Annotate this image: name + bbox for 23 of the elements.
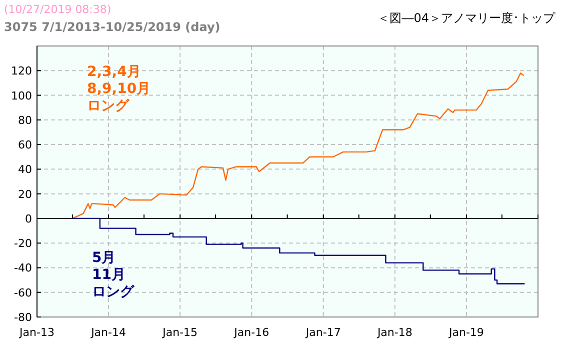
chart-subtitle: 3075 7/1/2013-10/25/2019 (day) xyxy=(4,20,220,34)
y-tick-label: 60 xyxy=(18,138,32,152)
y-tick-label: 0 xyxy=(25,212,32,226)
y-tick-label: -40 xyxy=(14,262,32,275)
y-tick-label: 40 xyxy=(18,163,32,176)
x-tick-label: Jan-16 xyxy=(233,326,270,339)
y-tick-label: 100 xyxy=(11,89,32,102)
y-tick-label: 120 xyxy=(11,64,32,78)
x-tick-label: Jan-17 xyxy=(304,326,341,339)
x-tick-label: Jan-13 xyxy=(18,326,54,339)
x-tick-label: Jan-18 xyxy=(376,326,412,339)
x-tick-label: Jan-14 xyxy=(90,326,126,339)
y-tick-label: -80 xyxy=(14,311,32,324)
x-tick-label: Jan-15 xyxy=(162,326,198,339)
y-tick-label: -60 xyxy=(14,286,32,300)
text: 2,3,4月8,9,10月ロング xyxy=(87,64,151,114)
y-tick-label: -20 xyxy=(14,237,32,250)
x-tick-label: Jan-19 xyxy=(448,326,484,339)
text: (10/27/2019 08:38) xyxy=(4,3,112,16)
y-tick-label: 20 xyxy=(18,188,32,201)
y-tick-label: 80 xyxy=(18,114,32,127)
series-label: 5月11月ロング xyxy=(92,250,135,300)
chart-title: ＜図―04＞アノマリー度･トップ xyxy=(378,11,556,25)
